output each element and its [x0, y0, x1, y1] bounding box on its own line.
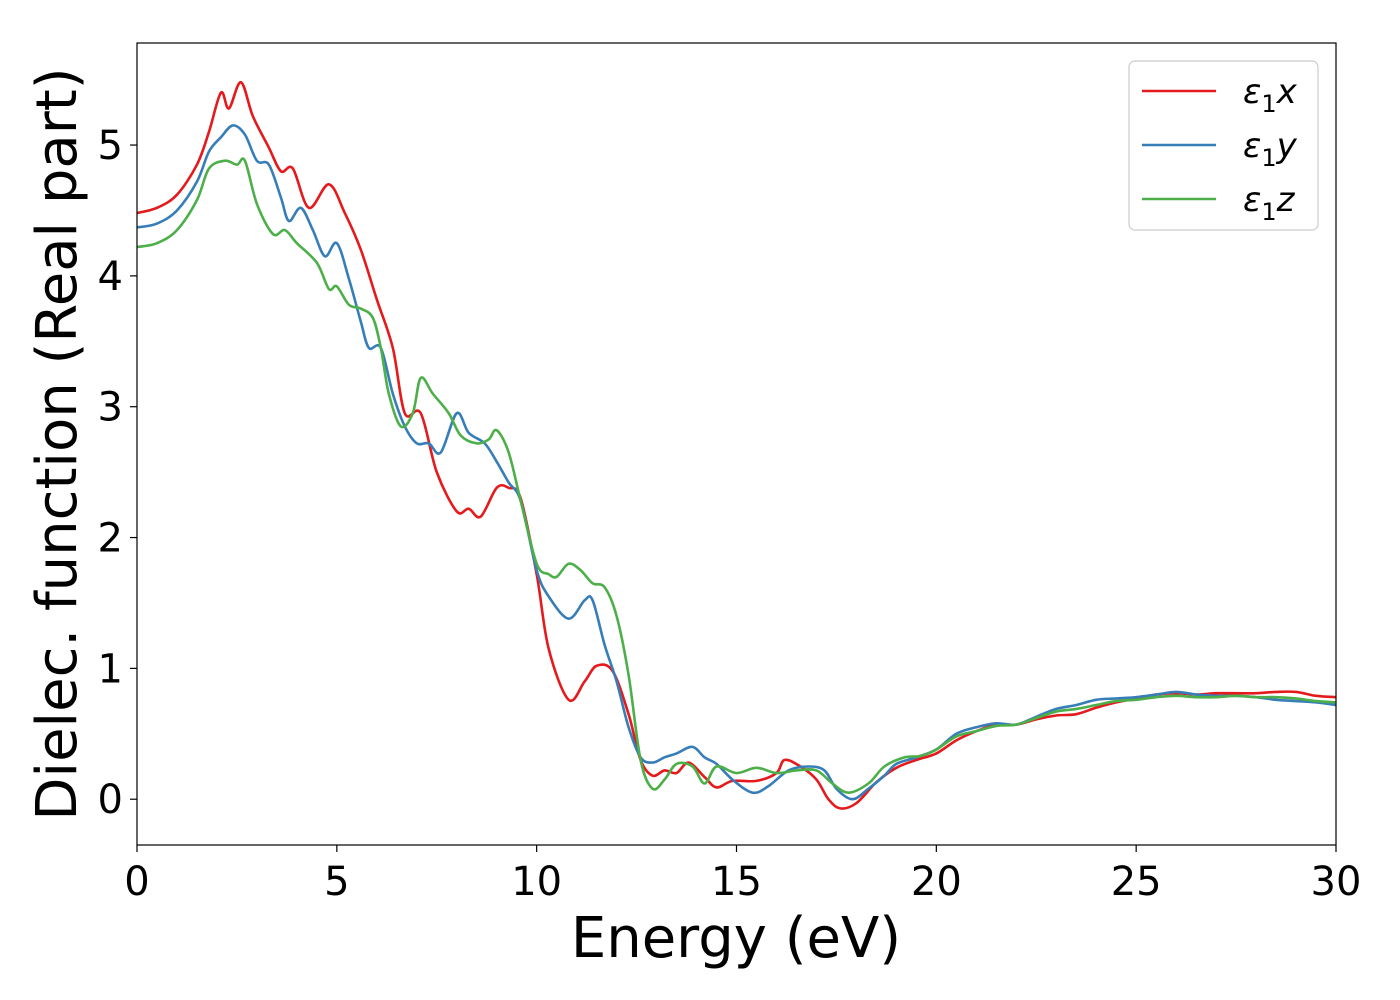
y-tick-label: 3 [98, 385, 123, 431]
series-layer [137, 80, 1336, 810]
x-tick-label: 25 [1111, 859, 1162, 905]
legend-label-z: ε1z [1243, 180, 1296, 226]
legend-box [1128, 60, 1319, 231]
legend-label-x: ε1x [1243, 72, 1298, 118]
y-axis-ticks: 0 1 2 3 4 5 [98, 123, 137, 823]
x-axis-title: Energy (eV) [571, 906, 901, 971]
x-tick-label: 5 [324, 859, 349, 905]
x-tick-label: 30 [1311, 859, 1362, 905]
y-tick-label: 2 [98, 516, 123, 562]
series-line-x [137, 80, 1336, 810]
legend-label-y: ε1y [1243, 126, 1298, 172]
y-tick-label: 4 [98, 254, 123, 300]
x-tick-label: 0 [124, 859, 149, 905]
x-tick-label: 10 [511, 859, 562, 905]
y-axis-title: Dielec. function (Real part) [25, 67, 90, 820]
y-tick-label: 0 [98, 777, 123, 823]
x-tick-label: 15 [711, 859, 762, 905]
y-tick-label: 1 [98, 646, 123, 692]
x-axis-ticks: 0 5 10 15 20 25 30 [124, 845, 1361, 905]
y-tick-label: 5 [98, 123, 123, 169]
series-line-z [137, 157, 1336, 794]
x-tick-label: 20 [911, 859, 962, 905]
legend: ε1x ε1y ε1z [1128, 60, 1319, 231]
